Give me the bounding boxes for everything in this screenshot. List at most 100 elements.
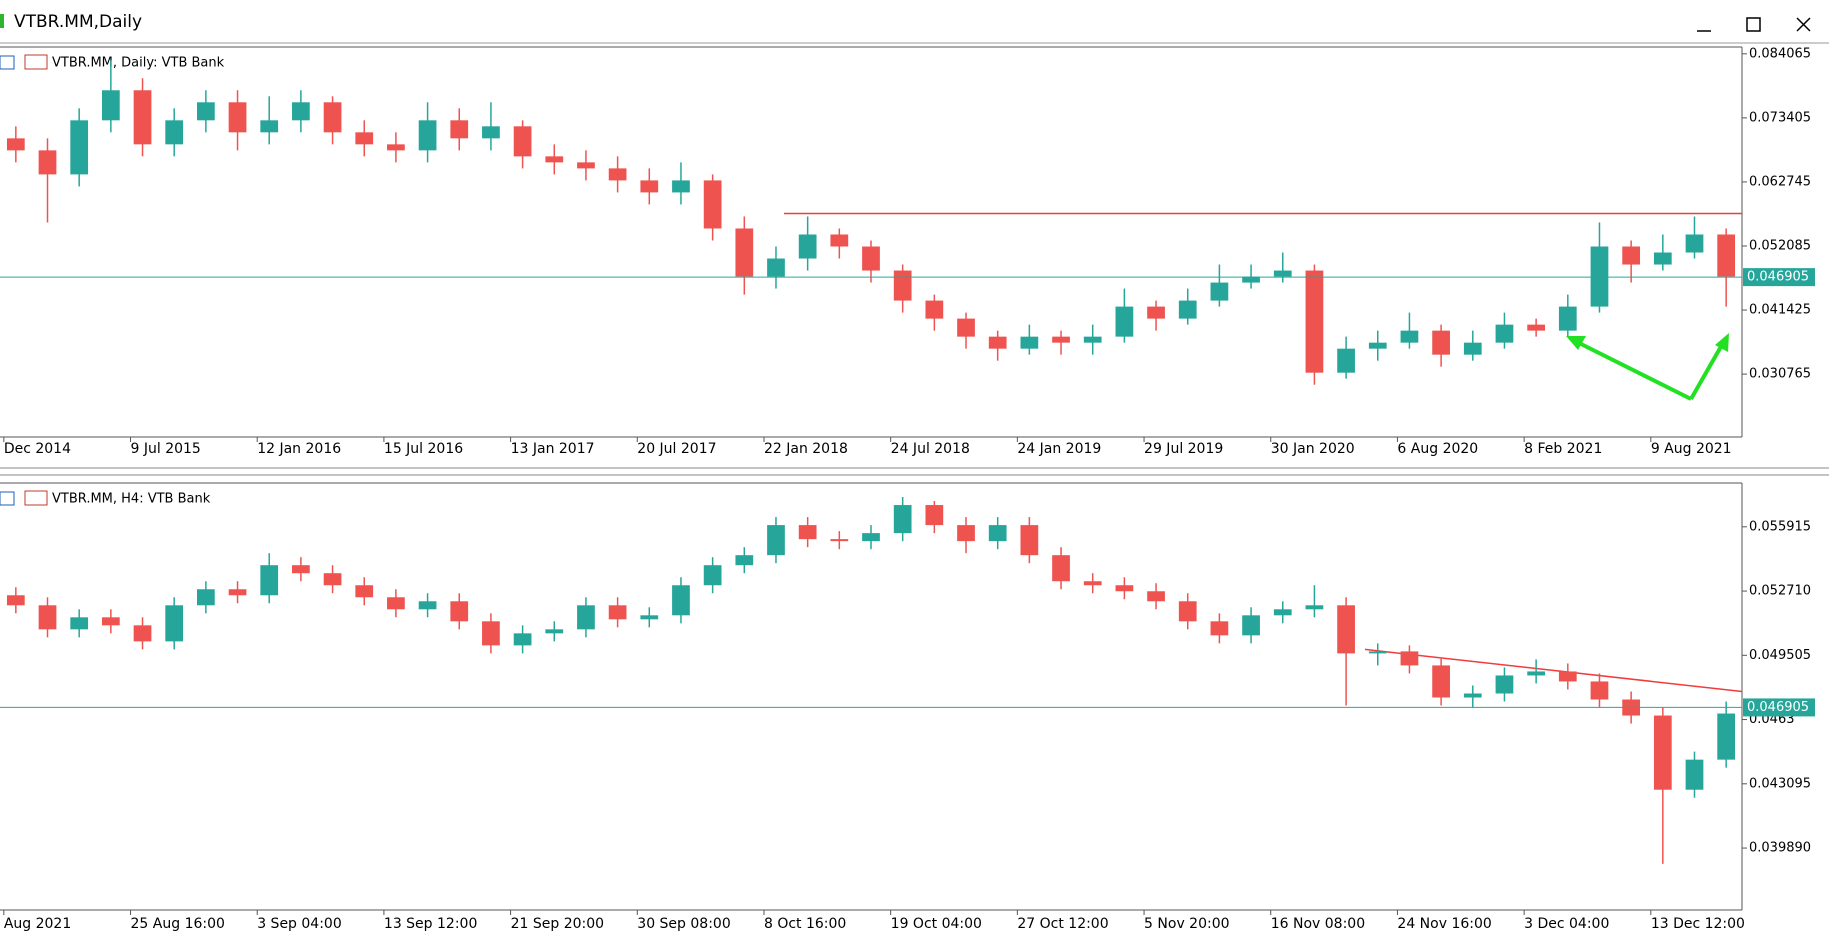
- arrow-head: [1715, 333, 1729, 352]
- candle-body: [1020, 336, 1039, 349]
- candle-body: [513, 126, 532, 157]
- y-tick-label: 0.049505: [1749, 648, 1811, 663]
- candle-body: [101, 90, 120, 121]
- candle-body: [197, 102, 215, 121]
- x-tick-label: 24 Jul 2018: [891, 441, 970, 457]
- x-tick-label: 3 Dec 04:00: [1524, 916, 1609, 932]
- candle-body: [608, 168, 627, 181]
- y-tick-label: 0.039890: [1749, 841, 1811, 856]
- candle-body: [355, 585, 374, 598]
- candle-body: [1178, 601, 1197, 622]
- chart-label: VTBR.MM, H4: VTB Bank: [52, 492, 211, 507]
- candle-body: [1463, 342, 1482, 355]
- x-tick-label: 21 Sep 20:00: [511, 916, 604, 932]
- candle-body: [1527, 671, 1545, 676]
- y-tick-label: 0.043095: [1749, 776, 1811, 791]
- chart-icon: [24, 490, 48, 506]
- candle-body: [1147, 306, 1165, 319]
- close-button[interactable]: [1796, 17, 1811, 32]
- candle-body: [1495, 675, 1514, 694]
- y-tick-label: 0.030765: [1749, 367, 1811, 382]
- candle-body: [260, 565, 279, 596]
- price-label-box: [1743, 268, 1815, 287]
- candle-body: [988, 525, 1007, 542]
- x-tick-label: 25 Aug 16:00: [131, 916, 225, 932]
- candle-body: [292, 102, 310, 121]
- y-tick-label: 0.052085: [1749, 238, 1811, 253]
- candle-body: [323, 102, 342, 133]
- price-label: 0.046905: [1747, 270, 1809, 285]
- candle-body: [545, 156, 564, 163]
- candle-body: [925, 300, 944, 319]
- candle-body: [387, 144, 405, 151]
- candle-body: [1083, 581, 1102, 586]
- panel-separator: [0, 465, 1829, 479]
- candle-body: [830, 234, 849, 247]
- y-tick-label: 0.073405: [1749, 110, 1811, 125]
- candle-body: [1432, 330, 1450, 355]
- y-tick-label: 0.052710: [1749, 584, 1811, 599]
- window-title: VTBR.MM,Daily: [14, 12, 142, 32]
- candle-body: [1178, 300, 1197, 319]
- plot-area: [0, 483, 1742, 910]
- x-tick-label: 20 Jul 2017: [637, 441, 716, 457]
- candle-body: [1147, 591, 1165, 602]
- candle-body: [862, 246, 880, 271]
- candle-body: [292, 565, 310, 574]
- y-tick-label: 0.084065: [1749, 46, 1811, 61]
- candle-body: [197, 589, 215, 606]
- candle-body: [101, 617, 120, 626]
- candle-body: [703, 565, 722, 586]
- candle-body: [165, 120, 184, 145]
- candle-body: [735, 228, 754, 277]
- candle-body: [1463, 693, 1482, 698]
- title-bar: [0, 0, 1829, 43]
- candle-body: [798, 525, 817, 540]
- candle-body: [703, 180, 722, 229]
- x-tick-label: 12 Jan 2016: [257, 441, 341, 457]
- x-tick-label: 8 Feb 2021: [1524, 441, 1602, 457]
- candle-body: [640, 180, 659, 193]
- candle-body: [165, 605, 184, 642]
- candle-body: [1653, 715, 1672, 790]
- candle-body: [228, 589, 247, 596]
- price-label-box: [1743, 698, 1815, 717]
- candle-body: [1210, 621, 1229, 636]
- price-label: 0.046905: [1747, 700, 1809, 715]
- candle-body: [1337, 605, 1355, 654]
- candle-body: [1432, 665, 1450, 698]
- candle-body: [1242, 615, 1260, 636]
- y-tick-label: 0.055915: [1749, 519, 1811, 534]
- candle-body: [1590, 246, 1609, 307]
- candle-body: [893, 505, 912, 534]
- candle-body: [418, 120, 437, 151]
- candle-body: [450, 120, 469, 139]
- candle-body: [1527, 324, 1545, 331]
- x-tick-label: Aug 2021: [4, 916, 71, 932]
- chart-label: VTBR.MM, Daily: VTB Bank: [52, 56, 225, 71]
- candle-body: [1368, 342, 1387, 349]
- x-tick-label: 8 Oct 16:00: [764, 916, 846, 932]
- trend-line: [1364, 648, 1743, 693]
- x-tick-label: 3 Sep 04:00: [257, 916, 342, 932]
- candle-body: [70, 617, 89, 630]
- candle-body: [988, 336, 1007, 349]
- candle-body: [957, 318, 975, 337]
- candle-body: [545, 629, 564, 634]
- candle-body: [1337, 348, 1355, 373]
- candle-body: [1685, 234, 1704, 253]
- candle-body: [862, 533, 880, 542]
- candle-body: [640, 615, 659, 620]
- arrow-line: [1574, 339, 1692, 401]
- candle-body: [1305, 605, 1324, 610]
- x-tick-label: 13 Dec 12:00: [1651, 916, 1745, 932]
- x-tick-label: 24 Nov 16:00: [1397, 916, 1491, 932]
- candle-body: [1273, 270, 1292, 277]
- arrow-line: [1689, 342, 1725, 400]
- candle-body: [1052, 555, 1070, 582]
- candle-body: [1052, 336, 1070, 343]
- x-tick-label: 22 Jan 2018: [764, 441, 848, 457]
- maximize-button[interactable]: [1746, 17, 1761, 32]
- candle-body: [893, 270, 912, 301]
- x-tick-label: 30 Sep 08:00: [637, 916, 730, 932]
